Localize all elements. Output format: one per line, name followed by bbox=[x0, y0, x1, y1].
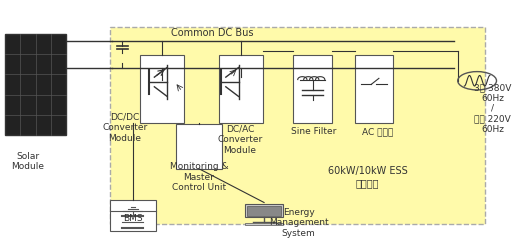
Text: DC/AC
Converter
Module: DC/AC Converter Module bbox=[217, 125, 263, 155]
Text: Sine Filter: Sine Filter bbox=[291, 127, 336, 136]
Bar bbox=[176, 124, 222, 169]
Text: 60kW/10kW ESS
개발범위: 60kW/10kW ESS 개발범위 bbox=[328, 166, 407, 188]
Bar bbox=[5, 34, 66, 135]
Bar bbox=[355, 55, 393, 123]
Bar bbox=[248, 206, 281, 216]
Bar bbox=[294, 55, 332, 123]
FancyBboxPatch shape bbox=[110, 27, 485, 224]
Text: Energy
Management
System: Energy Management System bbox=[269, 208, 329, 238]
Bar bbox=[245, 204, 283, 217]
Text: AC 스위치: AC 스위치 bbox=[362, 127, 393, 136]
Text: Common DC Bus: Common DC Bus bbox=[170, 28, 253, 38]
Bar bbox=[245, 222, 283, 225]
Text: DC/DC
Converter
Module: DC/DC Converter Module bbox=[102, 113, 148, 143]
Text: Solar
Module: Solar Module bbox=[11, 152, 45, 171]
Bar bbox=[140, 55, 184, 123]
Text: Monitoring &
Master
Control Unit: Monitoring & Master Control Unit bbox=[170, 162, 228, 192]
Bar bbox=[110, 200, 156, 231]
Bar bbox=[219, 55, 263, 123]
Text: 3상 380V
60Hz
/
단상 220V
60Hz: 3상 380V 60Hz / 단상 220V 60Hz bbox=[474, 83, 511, 134]
Text: BMS: BMS bbox=[123, 214, 143, 223]
